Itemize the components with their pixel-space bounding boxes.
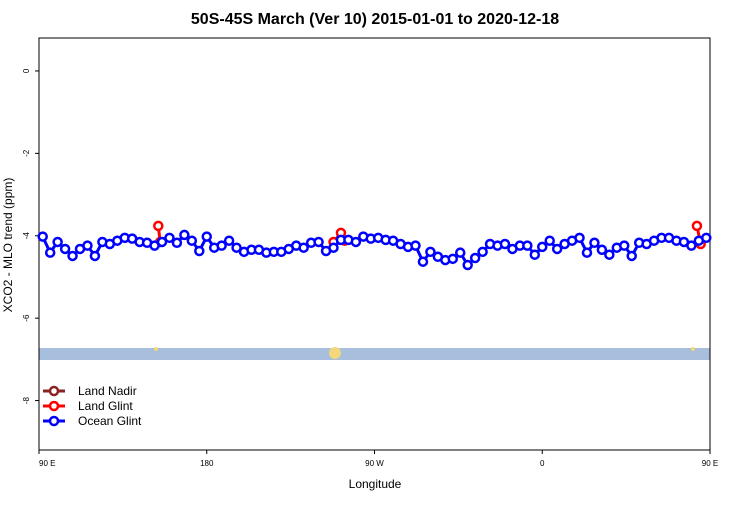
data-point	[67, 250, 78, 262]
y-tick-label: -8	[22, 396, 31, 404]
data-point	[156, 236, 168, 248]
legend-swatch-point	[48, 415, 60, 427]
data-point	[626, 250, 637, 262]
data-point	[499, 238, 511, 250]
y-tick-label: 0	[22, 68, 31, 73]
data-point	[462, 259, 473, 271]
legend-label: Land Nadir	[78, 384, 137, 398]
data-point	[52, 236, 63, 248]
data-point	[469, 252, 481, 264]
data-point	[529, 249, 541, 260]
data-point	[298, 242, 309, 253]
y-tick-label: -6	[22, 314, 31, 322]
data-point	[171, 237, 183, 249]
data-point	[179, 229, 190, 241]
data-point	[164, 232, 175, 244]
data-point	[216, 240, 227, 251]
data-point	[619, 240, 630, 251]
y-axis-label: XCO2 - MLO trend (ppm)	[1, 178, 15, 313]
data-point	[701, 232, 712, 244]
legend-label: Land Glint	[78, 399, 133, 413]
data-point	[417, 256, 429, 267]
data-point	[410, 240, 421, 251]
y-tick-label: -2	[22, 149, 31, 157]
data-point	[447, 253, 459, 265]
data-point	[691, 220, 703, 232]
data-point	[37, 231, 48, 242]
data-point	[44, 247, 56, 258]
data-point	[425, 246, 436, 258]
data-point	[82, 240, 93, 251]
legend-swatch-point	[48, 385, 60, 397]
x-tick-label: 0	[540, 459, 545, 468]
data-point	[522, 240, 533, 251]
data-point	[581, 247, 593, 258]
data-point	[59, 243, 71, 255]
data-point	[477, 246, 488, 258]
data-point	[596, 244, 608, 256]
data-point	[186, 235, 198, 246]
band-spot	[691, 347, 695, 351]
x-axis-label: Longitude	[349, 477, 402, 491]
data-point	[686, 240, 697, 251]
data-point	[223, 235, 235, 246]
data-point	[551, 243, 563, 255]
data-point	[231, 242, 242, 253]
surface-band	[39, 348, 710, 360]
data-point	[194, 245, 205, 257]
band-spot	[329, 347, 341, 359]
x-tick-label: 90 W	[365, 459, 384, 468]
y-tick-label: -4	[22, 232, 31, 240]
data-point	[589, 237, 600, 249]
x-tick-label: 90 E	[702, 459, 718, 468]
x-tick-label: 180	[200, 459, 214, 468]
x-tick-label: 90 E	[39, 459, 55, 468]
data-point	[201, 231, 212, 242]
data-point	[153, 220, 164, 232]
legend-swatch-point	[48, 400, 60, 412]
data-point	[328, 242, 339, 253]
data-point	[544, 235, 555, 246]
data-point	[313, 236, 324, 248]
data-point	[604, 249, 615, 260]
data-point	[454, 247, 466, 258]
data-point	[89, 250, 101, 262]
chart-title: 50S-45S March (Ver 10) 2015-01-01 to 202…	[191, 11, 559, 28]
data-point	[537, 241, 548, 253]
data-point	[350, 236, 362, 248]
band-spot	[154, 347, 158, 351]
legend-label: Ocean Glint	[78, 414, 142, 428]
data-point	[574, 232, 585, 244]
